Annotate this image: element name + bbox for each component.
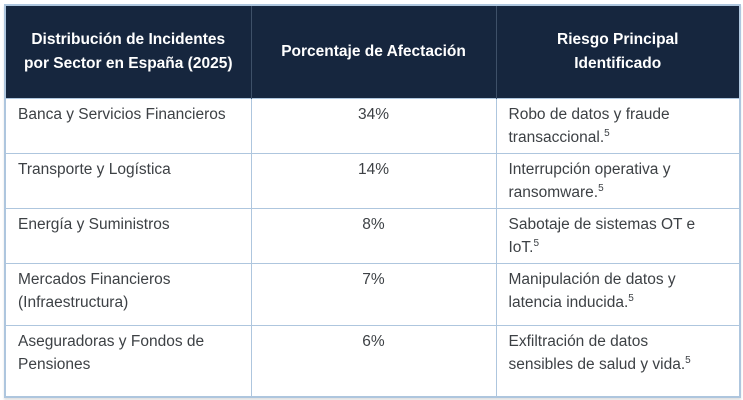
risk-text: Interrupción operativa y ransomware. xyxy=(508,160,671,201)
table-row: Energía y Suministros 8% Sabotaje de sis… xyxy=(4,207,741,264)
percentage-cell: 14% xyxy=(250,152,497,209)
footnote-ref: 5 xyxy=(598,182,604,194)
risk-cell: Exfiltración de datos sensibles de salud… xyxy=(495,324,741,398)
table-row: Banca y Servicios Financieros 34% Robo d… xyxy=(4,97,741,154)
percentage-cell: 6% xyxy=(250,324,497,398)
risk-cell: Interrupción operativa y ransomware.5 xyxy=(495,152,741,209)
footnote-ref: 5 xyxy=(685,354,691,366)
percentage-cell: 8% xyxy=(250,207,497,264)
incident-distribution-table: Distribución de Incidentes por Sector en… xyxy=(4,4,741,398)
footnote-ref: 5 xyxy=(604,127,610,139)
header-cell-sector: Distribución de Incidentes por Sector en… xyxy=(5,5,252,98)
table-row: Transporte y Logística 14% Interrupción … xyxy=(4,152,741,209)
sector-cell: Banca y Servicios Financieros xyxy=(4,97,252,154)
risk-text: Exfiltración de datos sensibles de salud… xyxy=(508,332,686,373)
risk-text: Sabotaje de sistemas OT e IoT. xyxy=(508,215,696,256)
risk-text: Robo de datos y fraude transaccional. xyxy=(508,105,670,146)
sector-cell: Energía y Suministros xyxy=(4,207,252,264)
sector-cell: Aseguradoras y Fondos de Pensiones xyxy=(4,324,252,398)
footnote-ref: 5 xyxy=(533,237,540,249)
header-cell-risk: Riesgo Principal Identificado xyxy=(496,5,740,98)
percentage-cell: 34% xyxy=(250,97,497,154)
risk-cell: Manipulación de datos y latencia inducid… xyxy=(495,262,741,326)
sector-cell: Transporte y Logística xyxy=(4,152,252,209)
risk-cell: Robo de datos y fraude transaccional.5 xyxy=(495,97,741,154)
sector-cell: Mercados Financieros (Infraestructura) xyxy=(4,262,252,326)
footnote-ref: 5 xyxy=(628,292,634,304)
table-row: Aseguradoras y Fondos de Pensiones 6% Ex… xyxy=(4,324,741,398)
risk-cell: Sabotaje de sistemas OT e IoT.5 xyxy=(495,207,741,264)
risk-text: Manipulación de datos y latencia inducid… xyxy=(508,270,676,311)
header-cell-percentage: Porcentaje de Afectación xyxy=(251,5,497,98)
percentage-cell: 7% xyxy=(250,262,497,326)
table-row: Mercados Financieros (Infraestructura) 7… xyxy=(4,262,741,326)
table-header-row: Distribución de Incidentes por Sector en… xyxy=(5,5,740,98)
